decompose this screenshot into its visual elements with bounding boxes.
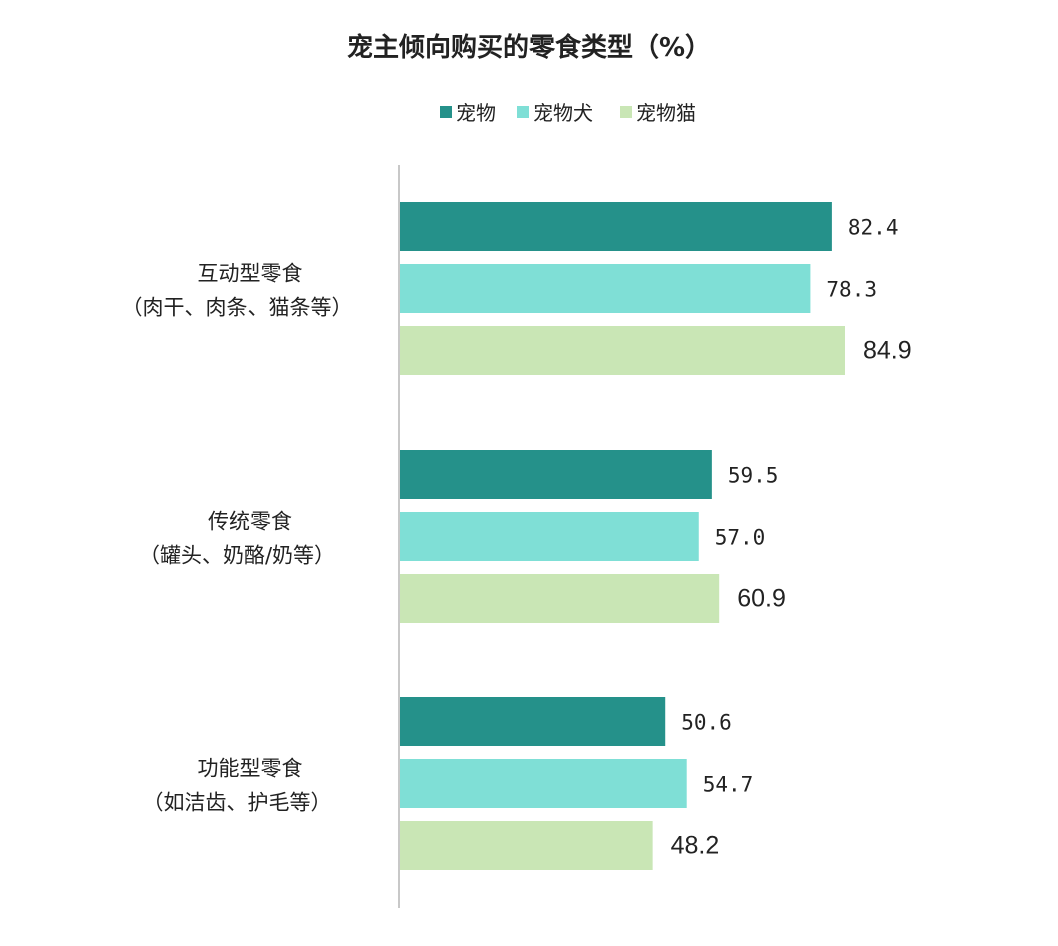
legend-swatch — [517, 106, 529, 118]
category-label: 互动型零食 — [198, 262, 303, 286]
bar — [400, 326, 845, 375]
bar — [400, 512, 699, 561]
bar — [400, 697, 666, 746]
bar — [400, 574, 720, 623]
category-sublabel: （罐头、奶酪/奶等） — [139, 544, 335, 568]
legend-label: 宠物猫 — [636, 101, 696, 125]
legend-swatch — [620, 106, 632, 118]
data-label: 57.0 — [715, 526, 766, 550]
data-label: 48.2 — [671, 832, 720, 860]
legend-label: 宠物 — [456, 101, 496, 125]
chart-title: 宠主倾向购买的零食类型（%） — [347, 32, 711, 63]
data-label: 59.5 — [728, 464, 779, 488]
legend-label: 宠物犬 — [533, 101, 593, 125]
legend-swatch — [440, 106, 452, 118]
category-sublabel: （肉干、肉条、猫条等） — [122, 296, 353, 320]
category-label: 传统零食 — [208, 510, 292, 534]
bar — [400, 450, 712, 499]
bars: 82.4 78.3 84.9 59.5 57.0 60.9 50.6 54.7 48.2 — [400, 202, 912, 870]
data-label: 82.4 — [848, 216, 899, 240]
legend: 宠物 宠物犬 宠物猫 — [440, 101, 696, 125]
data-label: 78.3 — [826, 278, 877, 302]
data-label: 84.9 — [863, 337, 912, 365]
category-label: 功能型零食 — [198, 757, 303, 781]
bar — [400, 759, 687, 808]
bar — [400, 821, 653, 870]
bar — [400, 202, 832, 251]
category-sublabel: （如洁齿、护毛等） — [143, 791, 332, 815]
data-label: 60.9 — [737, 585, 786, 613]
data-label: 54.7 — [703, 773, 754, 797]
data-label: 50.6 — [681, 711, 732, 735]
bar — [400, 264, 811, 313]
category-labels: 互动型零食 （肉干、肉条、猫条等） 传统零食 （罐头、奶酪/奶等） 功能型零食 （如洁齿、… — [122, 262, 353, 815]
